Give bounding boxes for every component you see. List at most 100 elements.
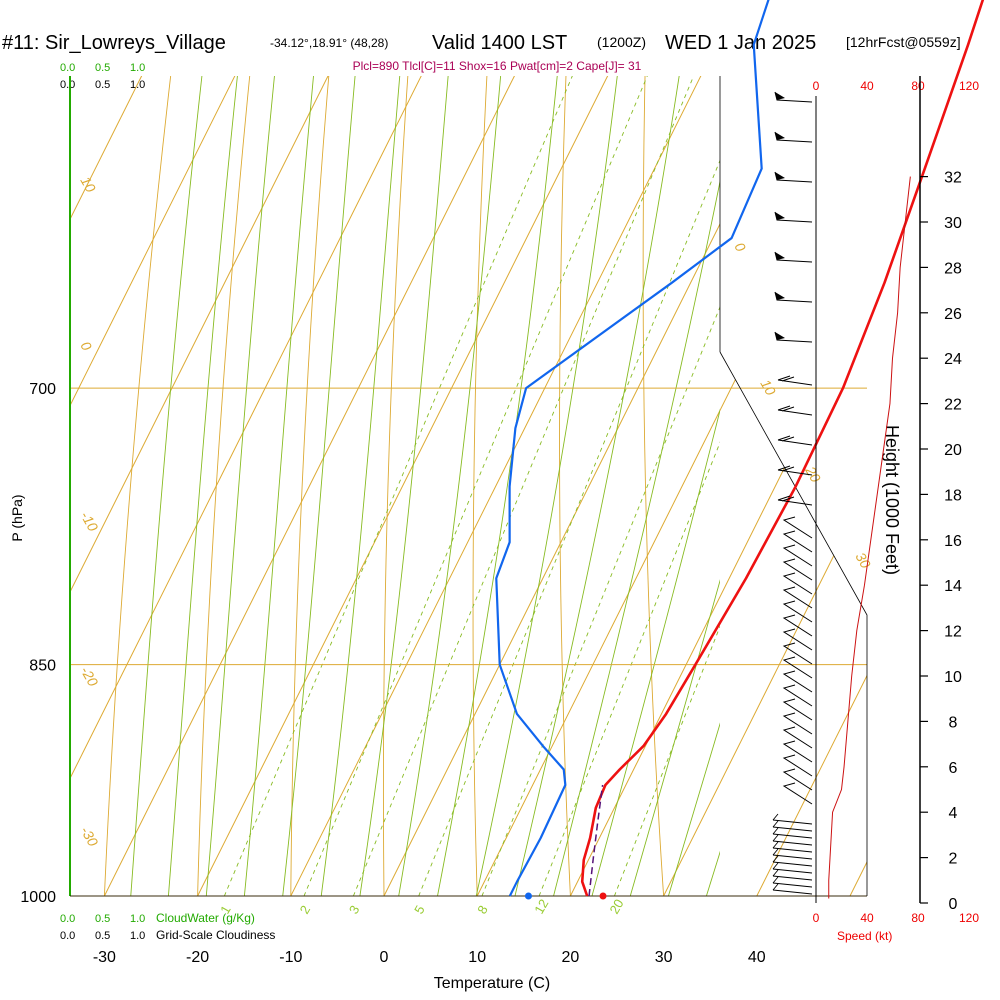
temperature-tick-label: 0	[380, 949, 389, 966]
x-axis-label: Temperature (C)	[434, 975, 550, 992]
dry-adiabat-line	[559, 76, 571, 896]
wind-barb	[782, 628, 813, 651]
isotherm-line	[720, 352, 867, 896]
mixing-ratio-line	[613, 625, 720, 896]
temperature-tick-label: 30	[655, 949, 673, 966]
wind-barb	[782, 712, 813, 735]
wind-barb	[782, 642, 813, 665]
cloudiness-top-1: 0.5	[95, 79, 110, 91]
isotherm-line	[476, 409, 720, 896]
isotherm-line	[850, 0, 1000, 896]
mixing-ratio-label: 20	[606, 896, 626, 916]
isotherm-line	[70, 76, 143, 221]
dry-adiabat-line	[642, 76, 665, 896]
wind-barb	[777, 435, 813, 446]
dry-adiabat-line	[952, 0, 1000, 965]
wind-barb	[777, 375, 813, 386]
dry-adiabat-line	[290, 76, 330, 896]
isotherm-line	[720, 352, 867, 896]
temperature-tick-label: -10	[279, 949, 302, 966]
isotherm-line	[0, 0, 625, 896]
cloudiness-bottom-1: 0.5	[95, 930, 110, 942]
wind-barb	[782, 740, 813, 763]
cloudwater-bottom-1: 0.5	[95, 913, 110, 925]
cloudwater-top-0: 0.0	[60, 62, 75, 74]
isotherm-line	[720, 352, 867, 896]
height-tick-label: 0	[949, 896, 958, 913]
frame-diagonal	[719, 351, 868, 896]
temperature-tick-label: -30	[93, 949, 116, 966]
pressure-tick-label: 1000	[20, 889, 56, 906]
wind-barb	[782, 530, 813, 553]
wind-barb	[772, 813, 813, 825]
wind-barb-flag	[775, 92, 785, 100]
cloudiness-top-0: 0.0	[60, 79, 75, 91]
height-tick-label: 18	[944, 487, 962, 504]
isotherm-line	[383, 222, 720, 896]
isotherm-line	[757, 0, 1000, 896]
wind-barb	[782, 670, 813, 693]
height-tick-label: 12	[944, 624, 962, 641]
isotherm-label: -20	[77, 664, 101, 690]
moist-adiabat-line	[320, 76, 401, 896]
temperature-tick-label: 10	[468, 949, 486, 966]
pressure-tick-label: 700	[29, 381, 56, 398]
height-tick-label: 2	[949, 851, 958, 868]
moist-adiabat-line	[167, 76, 238, 896]
mixing-ratio-line	[223, 76, 573, 896]
mixing-ratio-line	[418, 159, 720, 896]
moist-adiabat-line	[398, 76, 502, 896]
wind-barb	[782, 656, 813, 679]
isotherm-line	[0, 0, 346, 896]
isotherm-line	[197, 76, 609, 896]
height-tick-label: 10	[944, 669, 962, 686]
isotherm-line	[70, 76, 422, 780]
wind-barb	[782, 544, 813, 567]
isotherm-line	[0, 0, 346, 896]
isotherm-line	[0, 0, 719, 896]
isotherm-line	[0, 0, 625, 896]
speed-tick-top-2: 80	[911, 79, 925, 93]
dry-adiabat-line	[472, 76, 488, 896]
wind-barb	[772, 848, 813, 860]
isotherm-line	[720, 352, 867, 896]
axis-ticks: 2503004005007008501000-30-20-10010203040…	[20, 76, 962, 966]
dry-adiabat-line	[382, 76, 409, 896]
isotherm-label: 0	[731, 240, 749, 255]
wind-barb	[777, 465, 813, 476]
station-coords: -34.12°,18.91° (48,28)	[270, 36, 388, 50]
speed-tick-top-3: 120	[959, 79, 979, 93]
wind-barb-flag	[775, 332, 785, 340]
wind-barb	[772, 841, 813, 853]
wind-speed-line	[828, 176, 911, 899]
temperature-tick-label: 40	[748, 949, 766, 966]
speed-tick-top-0: 0	[813, 79, 820, 93]
cloudiness-label: Grid-Scale Cloudiness	[156, 928, 275, 942]
cloudwater-bottom-0: 0.0	[60, 913, 75, 925]
mixing-ratio-line	[303, 76, 648, 896]
isotherm-line	[720, 352, 867, 896]
isotherm-line	[756, 352, 867, 896]
isotherm-label: -10	[77, 509, 101, 535]
wind-barb	[782, 614, 813, 637]
isotherm-label: 30	[852, 550, 874, 572]
wind-barb	[772, 876, 813, 888]
sounding-layer	[495, 0, 985, 900]
wind-barb	[782, 516, 813, 539]
surface-dewpoint-point	[524, 892, 532, 900]
isotherm-label: 10	[77, 174, 99, 196]
moist-adiabat-line	[629, 579, 720, 896]
cloudwater-top-1: 0.5	[95, 62, 110, 74]
dry-adiabat-line	[197, 76, 251, 896]
wind-barb	[782, 726, 813, 749]
isotherm-label: 20	[802, 463, 824, 486]
moist-adiabat-line	[205, 76, 275, 896]
height-tick-label: 16	[944, 533, 962, 550]
pressure-tick-label: 850	[29, 658, 56, 675]
wind-profile	[772, 91, 911, 903]
moist-adiabat-line	[437, 76, 558, 896]
forecast-info: [12hrFcst@0559z]	[846, 34, 961, 50]
